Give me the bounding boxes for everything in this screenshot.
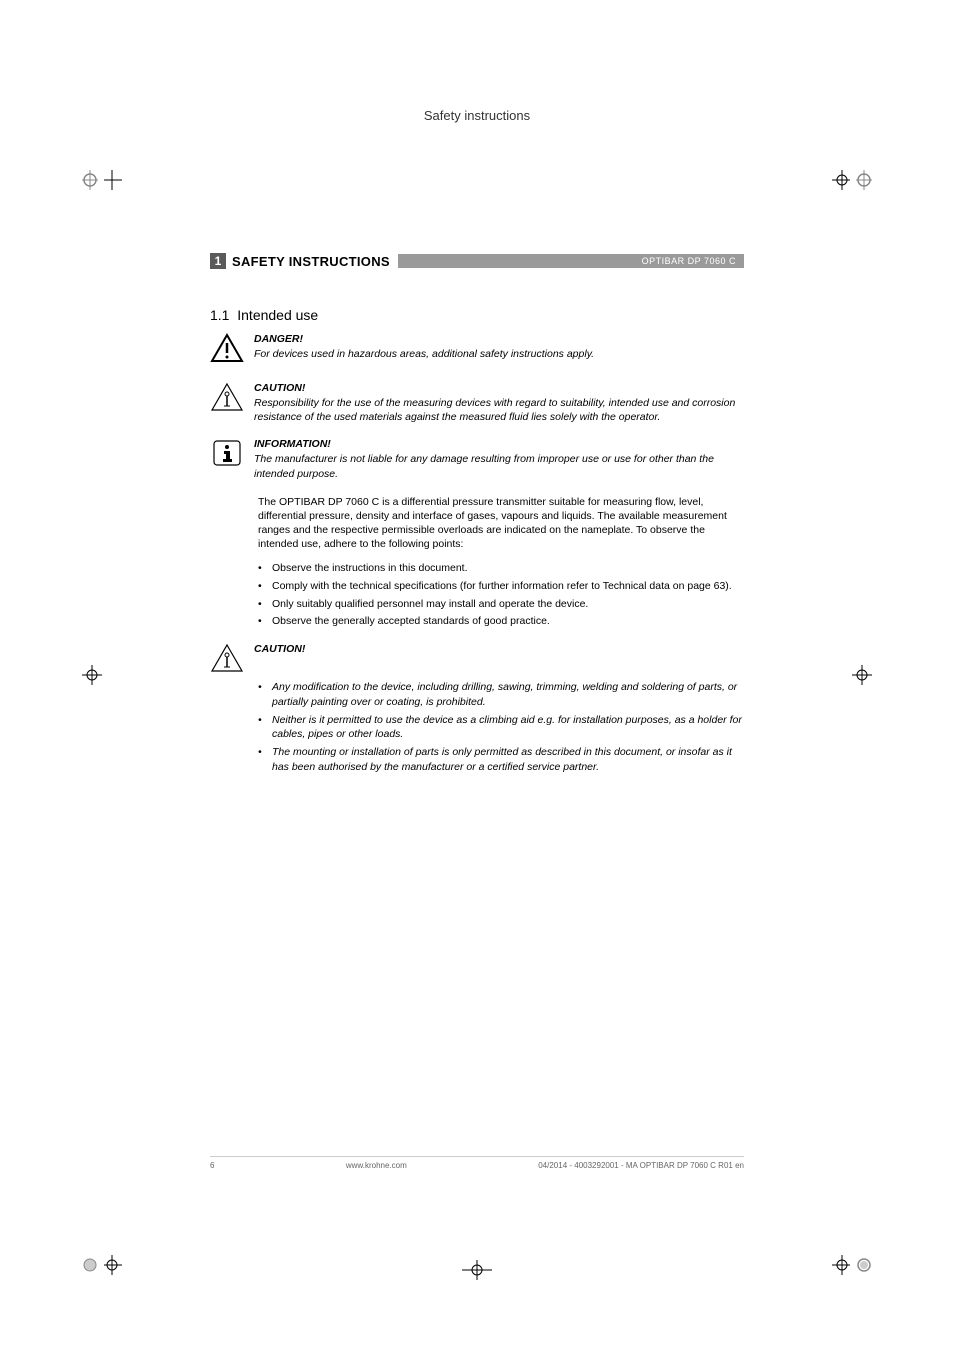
caution-icon — [210, 643, 244, 678]
page-footer: 6 www.krohne.com 04/2014 - 4003292001 - … — [210, 1156, 744, 1170]
danger-body: For devices used in hazardous areas, add… — [254, 347, 744, 361]
caution-list: Any modification to the device, includin… — [210, 680, 744, 774]
list-item: Any modification to the device, includin… — [258, 680, 744, 709]
subsection-label: Intended use — [237, 307, 318, 323]
notice-caution1: CAUTION! Responsibility for the use of t… — [210, 382, 744, 424]
info-body: The manufacturer is not liable for any d… — [254, 452, 744, 480]
footer-url: www.krohne.com — [346, 1161, 407, 1170]
instruction-list: Observe the instructions in this documen… — [210, 561, 744, 629]
info-icon — [210, 438, 244, 473]
content-area: 1 SAFETY INSTRUCTIONS OPTIBAR DP 7060 C … — [0, 123, 954, 774]
list-item: Comply with the technical specifications… — [258, 579, 744, 594]
subsection-title: 1.1 Intended use — [210, 307, 744, 323]
footer-docid: 04/2014 - 4003292001 - MA OPTIBAR DP 706… — [538, 1161, 744, 1170]
product-name: OPTIBAR DP 7060 C — [642, 256, 736, 266]
list-item: Observe the generally accepted standards… — [258, 614, 744, 629]
crop-mark-mr — [842, 660, 872, 695]
crop-mark-ml — [82, 660, 112, 695]
section-number: 1 — [210, 253, 226, 269]
list-item: Neither is it permitted to use the devic… — [258, 713, 744, 742]
section-bar: 1 SAFETY INSTRUCTIONS OPTIBAR DP 7060 C — [210, 253, 744, 269]
crop-mark-br — [832, 1245, 872, 1290]
section-bar-line: OPTIBAR DP 7060 C — [398, 254, 744, 268]
crop-mark-tl — [82, 160, 122, 205]
crop-mark-bl — [82, 1245, 122, 1290]
subsection-number: 1.1 — [210, 307, 229, 323]
list-item: Only suitably qualified personnel may in… — [258, 597, 744, 612]
notice-danger: DANGER! For devices used in hazardous ar… — [210, 333, 744, 368]
danger-heading: DANGER! — [254, 333, 744, 345]
notice-caution2: CAUTION! — [210, 643, 744, 678]
danger-icon — [210, 333, 244, 368]
section-title: SAFETY INSTRUCTIONS — [232, 254, 390, 269]
notice-info: INFORMATION! The manufacturer is not lia… — [210, 438, 744, 480]
caution1-heading: CAUTION! — [254, 382, 744, 394]
crop-mark-tr — [832, 160, 872, 205]
caution2-heading: CAUTION! — [254, 643, 744, 655]
page-number: 6 — [210, 1161, 214, 1170]
crop-mark-mb — [462, 1255, 492, 1290]
list-item: The mounting or installation of parts is… — [258, 745, 744, 774]
info-heading: INFORMATION! — [254, 438, 744, 450]
body-paragraph: The OPTIBAR DP 7060 C is a differential … — [210, 495, 744, 552]
list-item: Observe the instructions in this documen… — [258, 561, 744, 576]
page-header: Safety instructions — [0, 0, 954, 123]
caution1-body: Responsibility for the use of the measur… — [254, 396, 744, 424]
caution-icon — [210, 382, 244, 417]
